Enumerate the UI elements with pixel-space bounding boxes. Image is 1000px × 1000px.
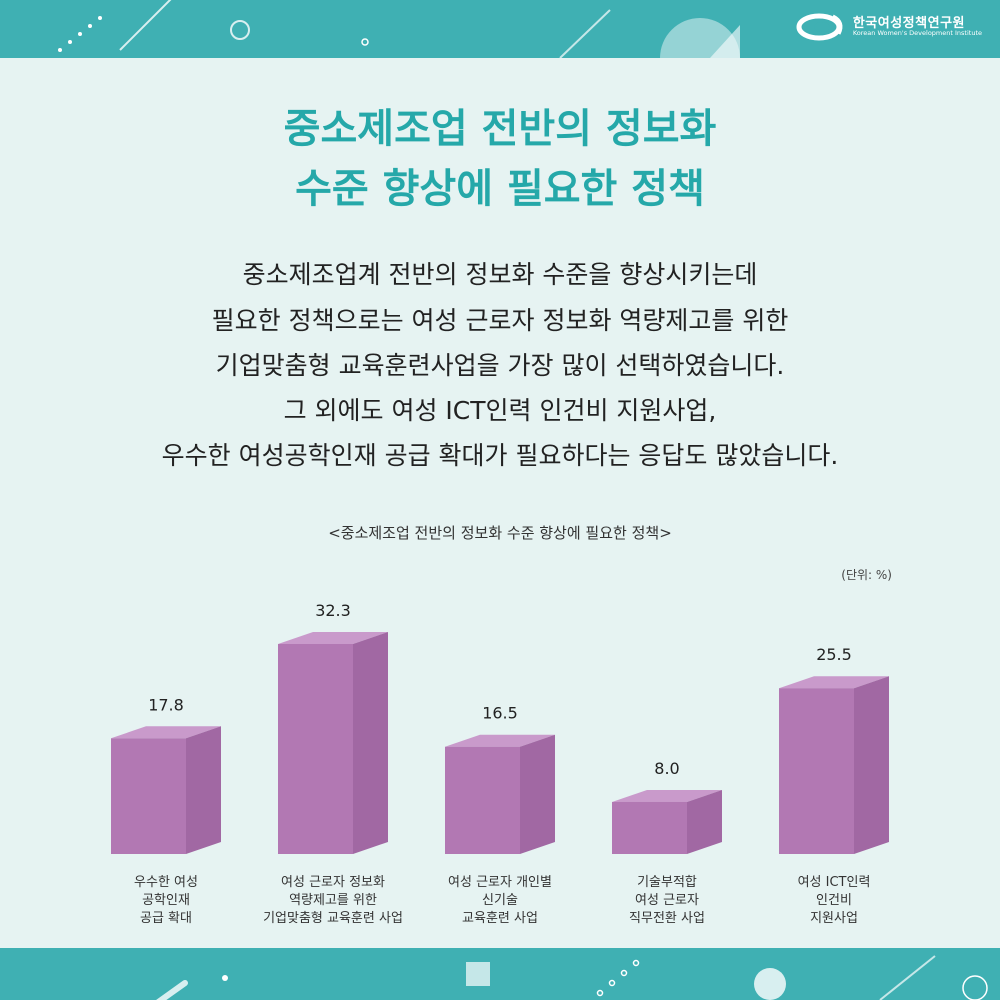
bar-top-face (779, 676, 889, 689)
page-title-line-1: 중소제조업 전반의 정보화 (283, 106, 717, 152)
logo-english-name: Korean Women's Development Institute (852, 29, 982, 38)
category-label: 신기술 (482, 893, 518, 908)
category-label: 직무전환 사업 (629, 911, 705, 926)
bar-side-face (687, 789, 722, 854)
category-label: 여성 근로자 정보화 (281, 875, 385, 890)
bar-value-label: 8.0 (654, 759, 679, 778)
logo-korean-name: 한국여성정책연구원 (852, 15, 965, 31)
bar (612, 801, 687, 854)
bar-side-face (854, 676, 889, 854)
description-line-4: 그 외에도 여성 ICT인력 인건비 지원사업, (283, 396, 717, 425)
bar-value-label: 17.8 (148, 695, 184, 714)
bar-top-face (612, 789, 722, 802)
description-line-5: 우수한 여성공학인재 공급 확대가 필요하다는 응답도 많았습니다. (161, 441, 839, 470)
description-line-2: 필요한 정책으로는 여성 근로자 정보화 역량제고를 위한 (211, 306, 789, 335)
kwdi-logo: 한국여성정책연구원 Korean Women's Development Ins… (795, 12, 982, 42)
bar-value-label: 25.5 (816, 645, 852, 664)
category-label: 여성 ICT인력 (798, 875, 871, 890)
category-label: 우수한 여성 (134, 875, 198, 890)
description-line-3: 기업맞춤형 교육훈련사업을 가장 많이 선택하였습니다. (215, 351, 785, 380)
category-label: 교육훈련 사업 (462, 911, 538, 926)
bar-value-label: 16.5 (482, 704, 518, 723)
category-label: 여성 근로자 (635, 893, 699, 908)
bar (779, 688, 854, 854)
bar-side-face (186, 726, 221, 854)
header-band: 한국여성정책연구원 Korean Women's Development Ins… (0, 0, 1000, 58)
category-label: 기술부적합 (637, 875, 697, 890)
category-label: 공급 확대 (140, 911, 192, 926)
header-decoration (58, 0, 740, 58)
bar-top-face (278, 632, 388, 644)
category-label: 공학인재 (142, 893, 190, 908)
bar-top-face (445, 734, 555, 747)
kwdi-emblem-icon (796, 13, 843, 41)
footer-decoration (156, 955, 988, 1000)
bar (278, 644, 353, 854)
bar (445, 746, 520, 854)
page-title-line-2: 수준 향상에 필요한 정책 (295, 166, 705, 212)
bar-side-face (520, 734, 555, 854)
chart-unit: (단위: %) (841, 568, 892, 582)
category-label: 인건비 (816, 893, 852, 908)
chart-title: <중소제조업 전반의 정보화 수준 향상에 필요한 정책> (328, 524, 672, 542)
bar-side-face (353, 632, 388, 854)
bar-value-label: 32.3 (315, 601, 351, 620)
category-label: 여성 근로자 개인별 (448, 875, 552, 890)
bar (111, 738, 186, 854)
bar-top-face (111, 726, 221, 739)
category-label: 기업맞춤형 교육훈련 사업 (263, 911, 403, 926)
category-label: 지원사업 (810, 911, 858, 926)
description-line-1: 중소제조업계 전반의 정보화 수준을 향상시키는데 (242, 260, 758, 289)
category-label: 역량제고를 위한 (289, 893, 377, 908)
footer-band (0, 948, 1000, 1000)
